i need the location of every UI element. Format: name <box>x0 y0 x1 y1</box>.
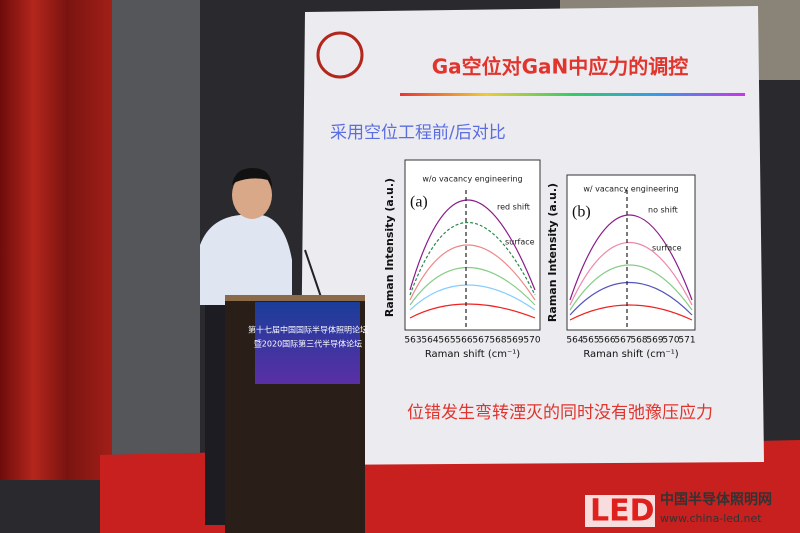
rainbow-rule <box>400 93 745 96</box>
speaker-hair <box>232 168 272 188</box>
spectrum <box>409 303 536 319</box>
logo: LED <box>590 494 655 529</box>
x-tick-label: 565 <box>582 336 599 346</box>
x-tick-label: 570 <box>662 336 679 346</box>
spectrum <box>409 284 536 311</box>
spectrum <box>409 199 536 291</box>
plot-frame <box>566 174 696 331</box>
x-tick-label: 567 <box>472 336 489 346</box>
wall-panel <box>110 0 200 460</box>
banner-line: 暨2020国际第三代半导体论坛 <box>254 339 362 349</box>
annotation: surface <box>652 244 682 253</box>
spectrum <box>569 214 693 301</box>
x-axis-label: Raman shift (cm⁻¹) <box>583 349 678 360</box>
banner-line: 第十七届中国国际半导体照明论坛 <box>248 325 368 335</box>
site-name: 中国半导体照明网 <box>660 491 772 508</box>
spectrum <box>569 264 693 311</box>
site-url: www.china-led.net <box>660 512 762 525</box>
legend: w/o vacancy engineering <box>422 175 522 184</box>
spectrum <box>569 241 693 306</box>
podium-banner <box>255 302 360 384</box>
panel-label: (a) <box>410 194 428 211</box>
x-tick-label: 568 <box>630 336 647 346</box>
spectrum <box>409 221 536 296</box>
legend: w/ vacancy engineering <box>583 185 678 194</box>
x-axis-label: Raman shift (cm⁻¹) <box>425 349 520 360</box>
x-tick-label: 567 <box>614 336 631 346</box>
x-tick-label: 569 <box>506 336 523 346</box>
y-axis-label: Raman Intensity (a.u.) <box>383 178 396 317</box>
speaker-head <box>232 171 272 219</box>
logo-backdrop <box>585 495 655 527</box>
microphone <box>304 249 323 301</box>
annotation: no shift <box>648 206 678 215</box>
spectrum <box>409 244 536 301</box>
spectrum <box>569 282 693 316</box>
speaker-shirt <box>200 215 292 305</box>
x-tick-label: 568 <box>489 336 506 346</box>
slide-conclusion: 位错发生弯转湮灭的同时没有弛豫压应力 <box>407 403 713 423</box>
x-tick-label: 564 <box>421 336 438 346</box>
annotation: red shift <box>497 203 530 212</box>
spectra-a <box>409 190 536 328</box>
x-tick-label: 563 <box>404 336 421 346</box>
panel-label: (b) <box>572 204 591 221</box>
podium-top <box>225 295 365 301</box>
x-tick-label: 569 <box>646 336 663 346</box>
university-logo <box>316 31 364 79</box>
spectrum <box>569 304 693 321</box>
spectrum <box>409 266 536 306</box>
x-tick-label: 566 <box>598 336 615 346</box>
y-axis-label: Raman Intensity (a.u.) <box>546 183 559 322</box>
x-tick-label: 566 <box>455 336 472 346</box>
curtain <box>0 0 112 480</box>
x-tick-label: 565 <box>438 336 455 346</box>
x-tick-label: 571 <box>678 336 695 346</box>
x-tick-label: 564 <box>566 336 583 346</box>
slide-subtitle: 采用空位工程前/后对比 <box>330 123 506 143</box>
slide-title: Ga空位对GaN中应力的调控 <box>432 55 689 79</box>
x-tick-label: 570 <box>523 336 540 346</box>
spectra-b <box>569 190 693 328</box>
annotation: surface <box>505 238 535 247</box>
